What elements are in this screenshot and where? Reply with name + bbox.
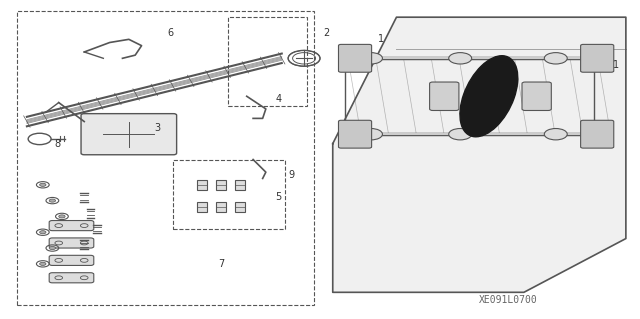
Circle shape: [360, 129, 383, 140]
Text: 3: 3: [154, 123, 161, 133]
Circle shape: [40, 231, 46, 234]
Circle shape: [49, 247, 56, 250]
Text: 1: 1: [378, 34, 383, 44]
Bar: [228, 17, 307, 106]
Bar: [236, 180, 246, 189]
FancyBboxPatch shape: [49, 238, 94, 248]
FancyBboxPatch shape: [49, 220, 94, 231]
Text: 6: 6: [167, 28, 173, 38]
Text: 4: 4: [275, 94, 282, 104]
Bar: [173, 160, 285, 229]
Text: 9: 9: [288, 170, 294, 180]
FancyBboxPatch shape: [81, 114, 177, 155]
Ellipse shape: [460, 56, 518, 137]
FancyBboxPatch shape: [339, 44, 372, 72]
Text: 5: 5: [275, 192, 282, 203]
Bar: [216, 202, 227, 212]
Circle shape: [449, 129, 472, 140]
Circle shape: [40, 262, 46, 265]
FancyBboxPatch shape: [580, 120, 614, 148]
FancyBboxPatch shape: [49, 273, 94, 283]
FancyBboxPatch shape: [522, 82, 551, 110]
Bar: [216, 180, 227, 189]
Bar: [236, 202, 246, 212]
FancyBboxPatch shape: [429, 82, 459, 110]
FancyBboxPatch shape: [49, 255, 94, 265]
FancyBboxPatch shape: [580, 44, 614, 72]
Text: 1: 1: [613, 60, 620, 70]
Polygon shape: [333, 17, 626, 292]
Circle shape: [449, 53, 472, 64]
Circle shape: [59, 215, 65, 218]
Circle shape: [544, 129, 567, 140]
Circle shape: [360, 53, 383, 64]
FancyBboxPatch shape: [339, 120, 372, 148]
Text: 2: 2: [323, 28, 330, 38]
Bar: [197, 202, 207, 212]
Text: 8: 8: [54, 139, 61, 149]
Circle shape: [49, 199, 56, 202]
Circle shape: [544, 53, 567, 64]
Bar: [197, 180, 207, 189]
Bar: [17, 11, 314, 305]
Text: XE091L0700: XE091L0700: [479, 295, 538, 305]
Circle shape: [40, 183, 46, 186]
Text: 7: 7: [218, 259, 225, 269]
